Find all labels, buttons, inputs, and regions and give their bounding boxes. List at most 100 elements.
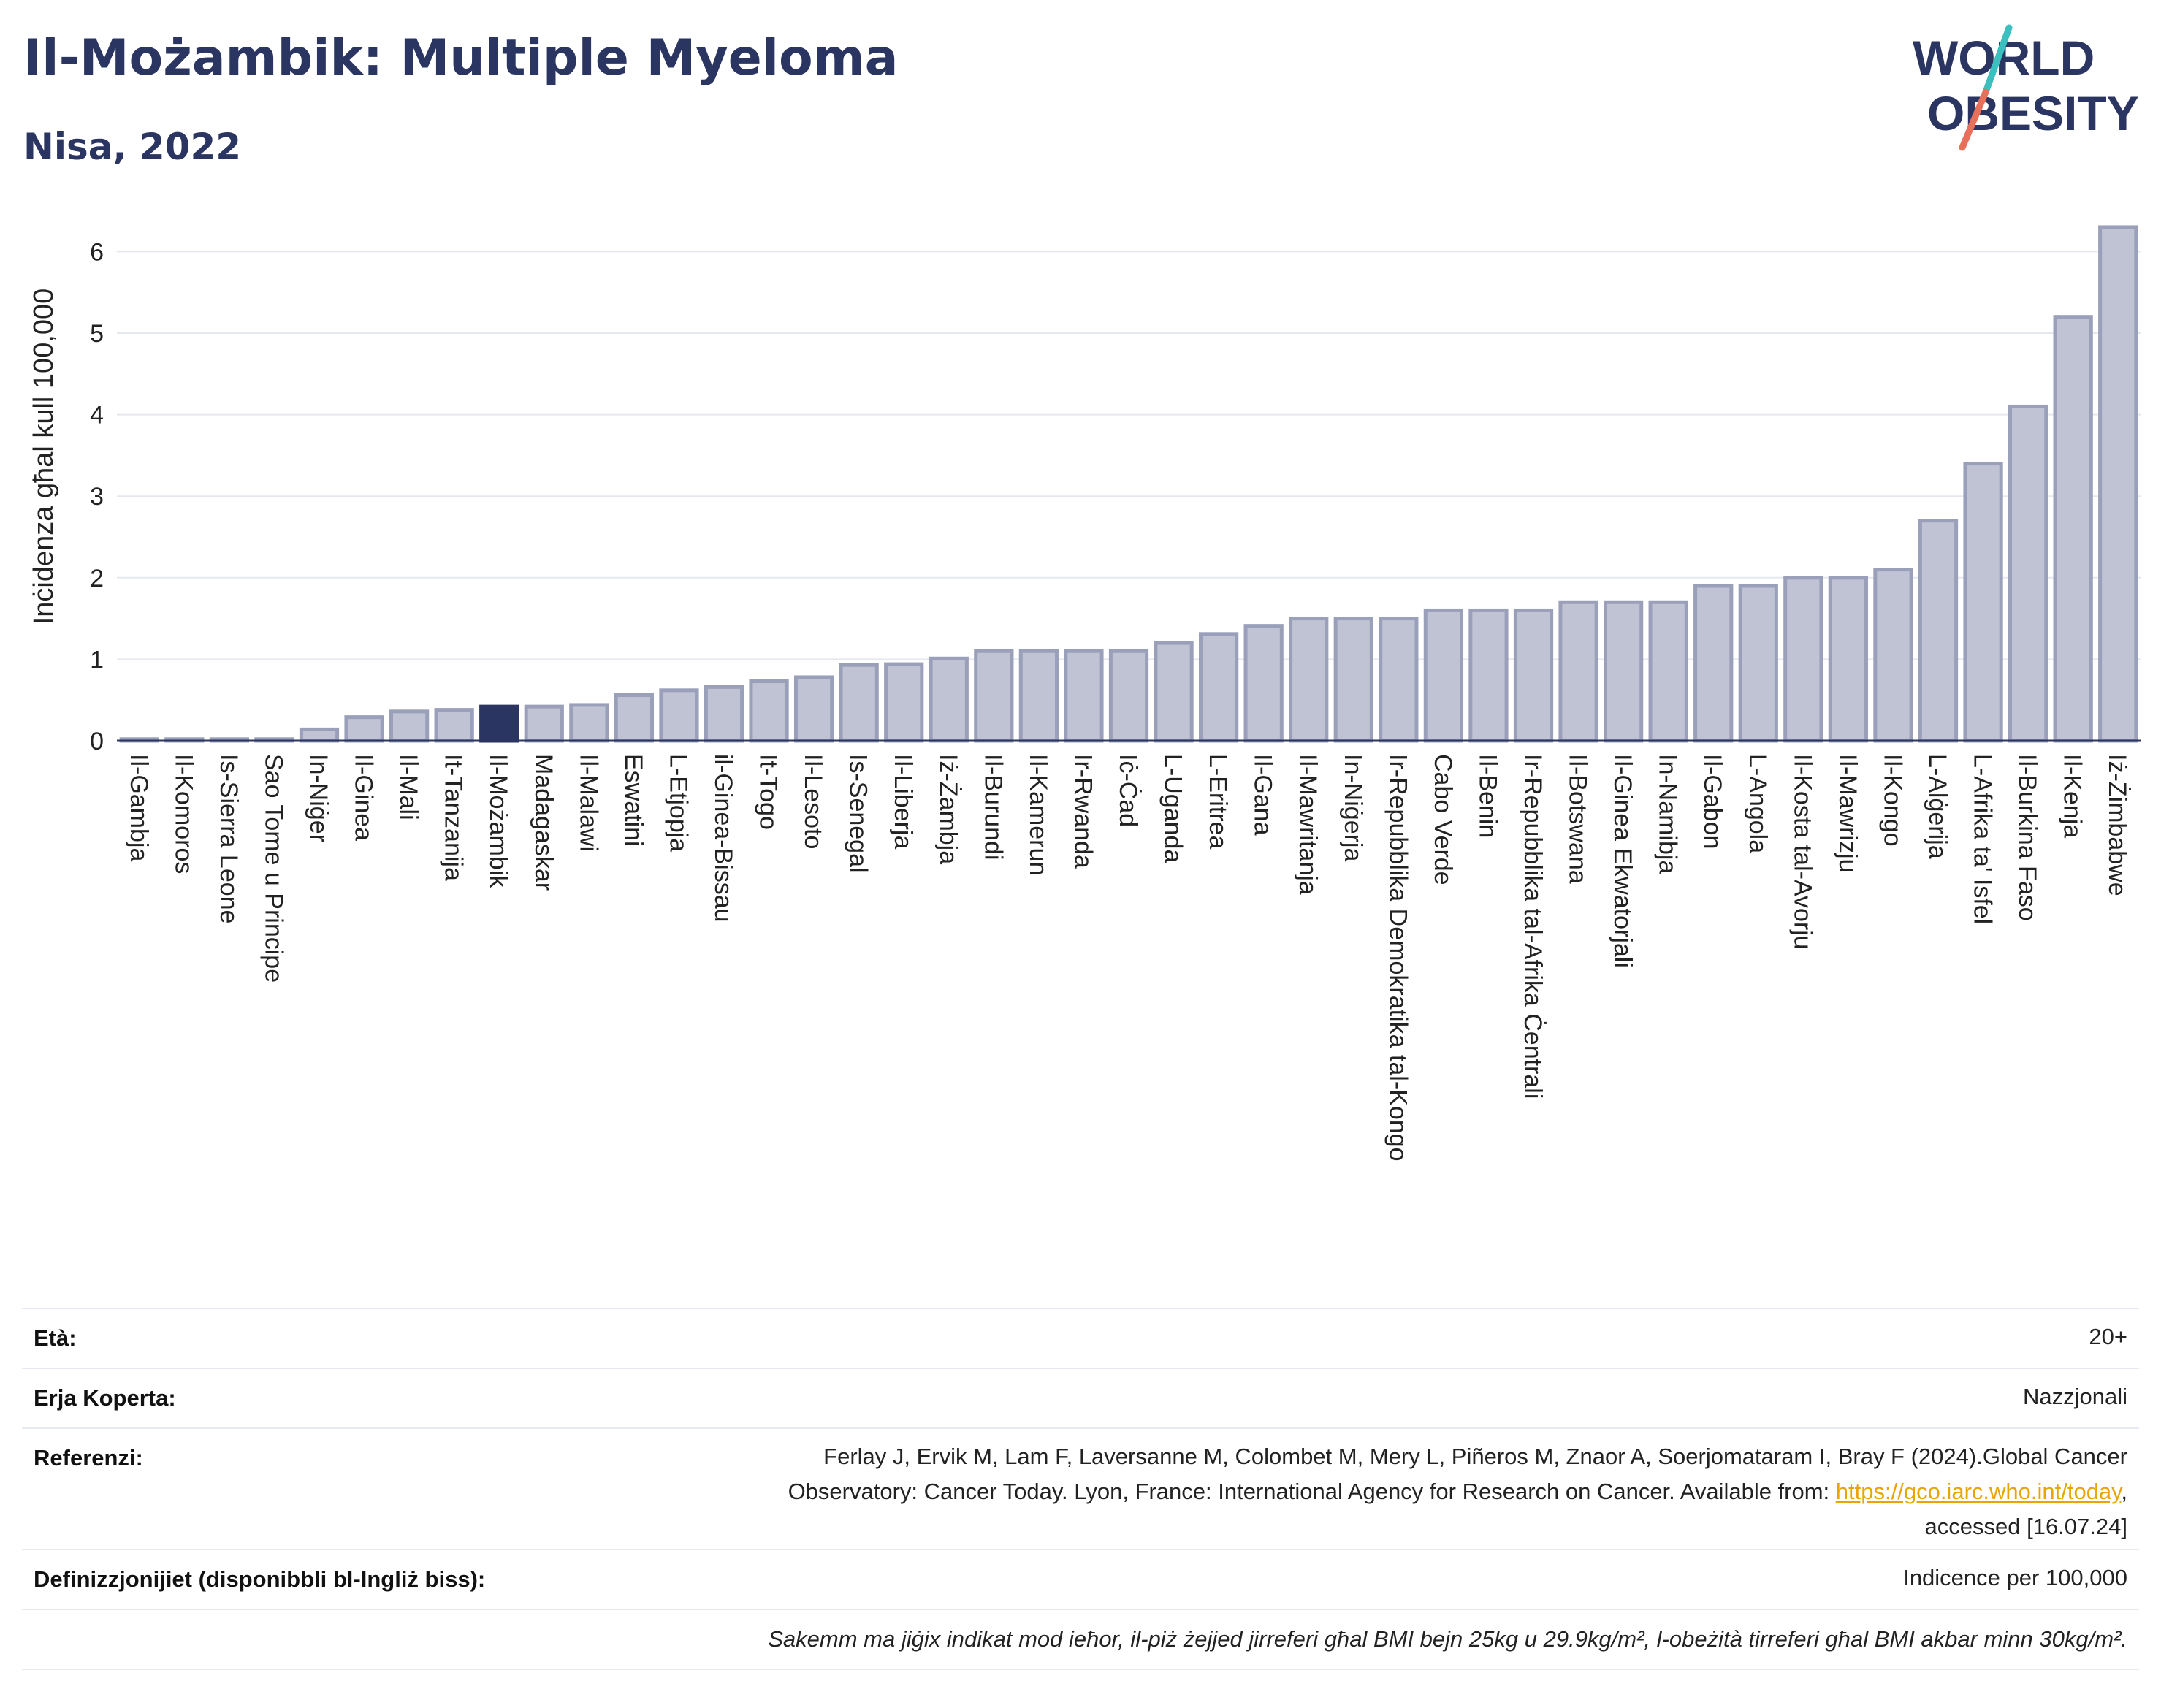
x-tick-label: Il-Malawi <box>574 754 602 852</box>
y-tick-label: 6 <box>90 238 104 266</box>
coverage-label: Erja Koperta: <box>34 1385 176 1411</box>
x-tick-label: Il-Gana <box>1249 754 1277 836</box>
definitions-value: Indicence per 100,000 <box>1903 1565 2127 1590</box>
x-tick-label: Il-Gabon <box>1699 754 1726 849</box>
bar <box>1018 649 1059 743</box>
x-tick-label: It-Togo <box>755 754 782 830</box>
bar-highlighted <box>479 704 519 743</box>
bar <box>2098 225 2138 743</box>
bar <box>1963 462 2003 743</box>
bar <box>929 656 969 743</box>
bar <box>2008 404 2048 743</box>
x-tick-label: Sao Tome u Principe <box>259 754 287 983</box>
y-axis-ticks: 0 1 2 3 4 5 6 <box>90 238 104 755</box>
bar <box>1558 600 1598 743</box>
page-title: Il-Możambik: Multiple Myeloma <box>23 29 899 87</box>
reference-line-3: accessed [16.07.24] <box>1924 1514 2127 1539</box>
info-row-definitions: Definizzjonijiet (disponibbli bl-Ingliż … <box>22 1549 2139 1610</box>
bar <box>1648 600 1688 743</box>
x-tick-label: Il-Kosta tal-Avorju <box>1788 754 1816 950</box>
bar <box>793 675 834 743</box>
x-tick-label: Il-Benin <box>1474 754 1501 838</box>
x-axis-labels: Il-Gambja Il-Komoros Is-Sierra Leone Sao To… <box>125 754 2131 1161</box>
logo-text-obesity: OBESITY <box>1927 86 2139 140</box>
x-tick-label: In-Niġerja <box>1339 754 1367 861</box>
x-tick-label: Il-Liberja <box>889 754 917 849</box>
page-subtitle: Nisa, 2022 <box>23 126 242 168</box>
reference-line-2-end: , <box>2121 1479 2127 1504</box>
info-row-age: Età: 20+ <box>22 1308 2139 1369</box>
bar <box>1108 649 1149 743</box>
x-tick-label: Il-Burkina Faso <box>2013 754 2041 921</box>
bar <box>1513 608 1554 743</box>
bar <box>1064 649 1104 743</box>
x-tick-label: Eswatini <box>620 754 647 847</box>
bar <box>344 715 384 743</box>
x-tick-label: Ir-Repubblika Demokratika tal-Kongo <box>1384 754 1411 1161</box>
x-tick-label: Il-Kenja <box>2059 754 2086 838</box>
bar <box>614 693 655 743</box>
reference-line-2-text: Observatory: Cancer Today. Lyon, France:… <box>788 1479 1836 1504</box>
bar <box>1468 608 1509 743</box>
x-tick-label: Il-Mali <box>395 754 422 820</box>
x-tick-label: L-Etjopja <box>664 754 692 852</box>
x-tick-label: Il-Komoros <box>169 754 197 874</box>
reference-label: Referenzi: <box>34 1445 143 1471</box>
x-tick-label: L-Uganda <box>1159 754 1187 863</box>
bar <box>1738 584 1778 743</box>
bar-chart: 0 1 2 3 4 5 6 Il-Gambja Il-Komoros Is-Sierra Leo… <box>28 225 2141 1161</box>
x-tick-label: In-Niġer <box>305 754 332 842</box>
bar <box>389 709 430 743</box>
x-tick-label: Il-Gambja <box>125 754 153 861</box>
y-tick-label: 5 <box>90 320 104 348</box>
reference-line-1: Ferlay J, Ervik M, Lam F, Laversanne M, … <box>823 1444 2127 1469</box>
info-row-reference: Referenzi: Ferlay J, Ervik M, Lam F, Lav… <box>22 1427 2139 1550</box>
bar <box>1289 617 1329 743</box>
bar <box>1423 608 1464 743</box>
bar <box>1379 617 1419 743</box>
bar <box>839 663 879 743</box>
x-tick-label: Il-Botswana <box>1564 754 1592 884</box>
info-bottom-rule <box>22 1669 2139 1670</box>
x-tick-label: Il-Burundi <box>979 754 1007 861</box>
x-tick-label: Ir-Repubblika tal-Afrika Ċentrali <box>1519 754 1547 1099</box>
x-tick-label: Iż-Żambja <box>934 754 962 864</box>
bar <box>749 679 789 743</box>
x-tick-label: Cabo Verde <box>1429 754 1457 885</box>
x-tick-label: It-Tanzanija <box>440 754 468 881</box>
reference-link[interactable]: https://gco.iarc.who.int/today <box>1835 1479 2122 1504</box>
reference-value: Ferlay J, Ervik M, Lam F, Laversanne M, … <box>788 1439 2127 1544</box>
bar <box>2053 315 2093 743</box>
x-tick-label: Iż-Żimbabwe <box>2103 754 2131 896</box>
x-tick-label: Il-Ginea <box>350 754 378 841</box>
x-tick-label: Is-Sierra Leone <box>215 754 243 923</box>
x-tick-label: Iċ-Ċad <box>1114 754 1142 827</box>
age-value: 20+ <box>2089 1324 2127 1349</box>
bar <box>1693 584 1734 743</box>
bar <box>1873 568 1913 743</box>
bar <box>1154 641 1194 743</box>
world-obesity-logo: WORLD OBESITY <box>1913 24 2139 151</box>
bar <box>659 688 699 743</box>
x-tick-label: Il-Kongo <box>1878 754 1906 847</box>
x-tick-label: L-Angola <box>1744 754 1772 853</box>
bar <box>569 703 609 743</box>
info-row-note: Sakemm ma jiġix indikat mod ieħor, il-pi… <box>22 1609 2139 1670</box>
x-tick-label: Il-Mawritanja <box>1294 754 1322 895</box>
reference-line-2: Observatory: Cancer Today. Lyon, France:… <box>788 1474 2127 1509</box>
bar <box>524 704 564 743</box>
bars-layer <box>117 225 2141 743</box>
age-label: Età: <box>34 1325 77 1351</box>
y-tick-label: 0 <box>90 728 104 755</box>
bar <box>1918 519 1959 743</box>
x-tick-label: L-Eritrea <box>1204 754 1232 849</box>
x-tick-label: L-Alġerija <box>1924 754 1951 859</box>
logo-slash-bottom <box>1959 88 1989 151</box>
x-tick-label: Madagaskar <box>530 754 557 891</box>
bar <box>1243 624 1284 743</box>
y-tick-label: 2 <box>90 565 104 592</box>
y-tick-label: 3 <box>90 483 104 511</box>
info-row-coverage: Erja Koperta: Nazzjonali <box>22 1368 2139 1429</box>
x-tick-label: il-Ginea-Bissau <box>709 754 737 923</box>
x-tick-label: Il-Kamerun <box>1024 754 1052 875</box>
